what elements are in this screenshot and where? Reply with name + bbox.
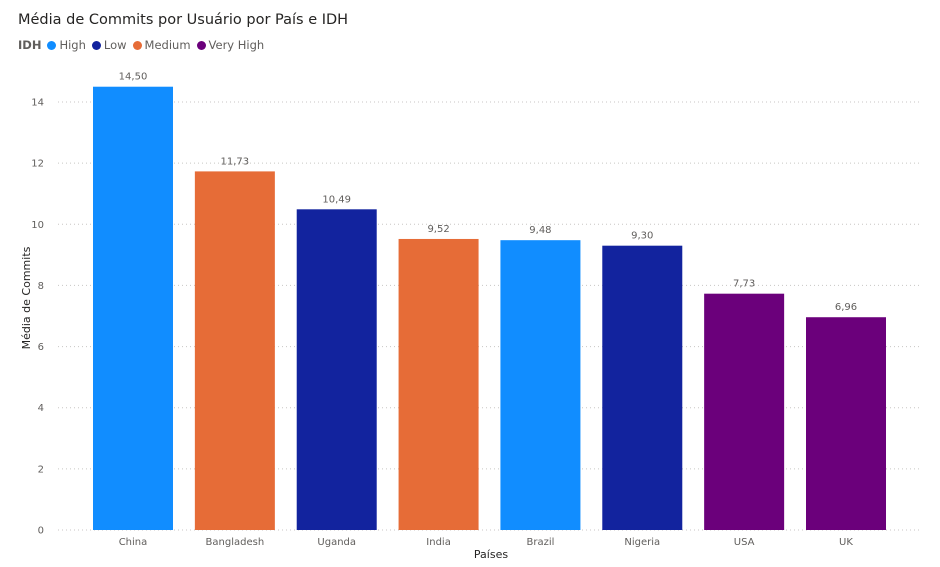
data-label-nigeria: 9,30: [631, 231, 653, 242]
x-tick-label-bangladesh: Bangladesh: [206, 537, 265, 548]
y-tick-label: 12: [31, 159, 44, 170]
legend-item-high[interactable]: High: [47, 38, 86, 52]
y-tick-label: 8: [38, 281, 44, 292]
legend-dot-high-icon: [47, 40, 57, 50]
y-axis-ticks: 0 2 4 6 8 10 12 14: [31, 98, 44, 537]
bar-china[interactable]: [93, 86, 173, 530]
legend-item-very-high[interactable]: Very High: [196, 38, 265, 52]
y-tick-label: 14: [31, 98, 44, 109]
y-tick-label: 6: [38, 342, 44, 353]
y-tick-label: 0: [38, 526, 44, 537]
data-label-china: 14,50: [119, 72, 148, 83]
y-axis-title: Média de Commits: [20, 246, 33, 349]
legend-item-medium[interactable]: Medium: [132, 38, 191, 52]
data-label-usa: 7,73: [733, 279, 755, 290]
legend-item-low[interactable]: Low: [91, 38, 127, 52]
legend: IDH High Low Medium Very High: [18, 38, 270, 52]
bar-usa[interactable]: [704, 293, 785, 530]
x-tick-label-uk: UK: [839, 537, 853, 548]
x-tick-label-nigeria: Nigeria: [624, 537, 660, 548]
legend-label-medium: Medium: [144, 38, 191, 52]
legend-dot-very-high-icon: [196, 40, 206, 50]
y-tick-label: 4: [38, 403, 44, 414]
x-tick-label-usa: USA: [734, 537, 755, 548]
y-tick-label: 2: [38, 464, 44, 475]
x-tick-label-china: China: [119, 537, 148, 548]
data-label-bangladesh: 11,73: [221, 156, 250, 167]
x-axis-ticks: China Bangladesh Uganda India Brazil Nigeria U…: [119, 537, 854, 548]
x-tick-label-india: India: [426, 537, 451, 548]
x-tick-label-brazil: Brazil: [526, 537, 554, 548]
bars: [93, 86, 886, 530]
chart-title: Média de Commits por Usuário por País e …: [18, 12, 349, 28]
legend-dot-low-icon: [91, 40, 101, 50]
data-label-uganda: 10,49: [322, 194, 351, 205]
bar-bangladesh[interactable]: [194, 171, 275, 530]
x-axis-title: Países: [474, 548, 508, 561]
gridlines: [58, 101, 920, 531]
bar-brazil[interactable]: [500, 240, 581, 530]
legend-title: IDH: [18, 38, 42, 52]
x-tick-label-uganda: Uganda: [317, 537, 356, 548]
bar-india[interactable]: [398, 238, 479, 530]
data-label-uk: 6,96: [835, 302, 857, 313]
legend-label-very-high: Very High: [208, 38, 265, 52]
data-label-india: 9,52: [427, 224, 449, 235]
data-label-brazil: 9,48: [529, 225, 551, 236]
bar-uk[interactable]: [806, 317, 886, 530]
data-labels: 14,50 11,73 10,49 9,52 9,48 9,30 7,73 6,96: [119, 72, 857, 314]
bar-nigeria[interactable]: [602, 245, 683, 530]
legend-dot-medium-icon: [132, 40, 142, 50]
bar-uganda[interactable]: [296, 209, 377, 530]
legend-label-low: Low: [103, 38, 127, 52]
y-tick-label: 10: [31, 220, 44, 231]
legend-label-high: High: [59, 38, 86, 52]
